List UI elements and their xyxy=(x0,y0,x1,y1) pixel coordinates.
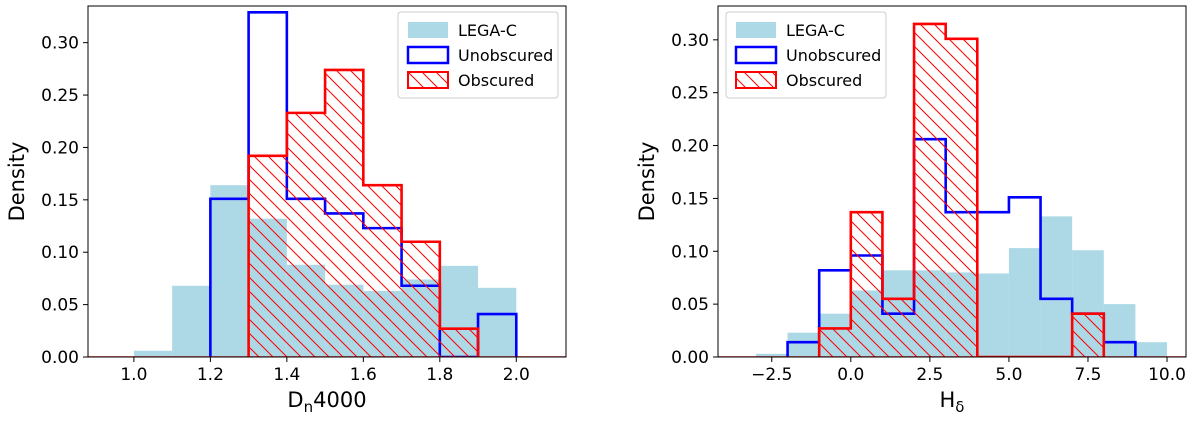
x-tick-label-1-2: 2.5 xyxy=(916,365,943,385)
legend-swatch-unobscured-0 xyxy=(406,45,450,65)
legend-swatch-legac-1 xyxy=(736,22,776,38)
y-tick-label-0-6: 0.30 xyxy=(41,34,79,54)
y-tick-label-0-5: 0.25 xyxy=(41,86,79,106)
y-tick-label-0-1: 0.05 xyxy=(41,296,79,316)
x-tick-label-1-3: 5.0 xyxy=(995,365,1022,385)
y-tick-label-0-3: 0.15 xyxy=(41,191,79,211)
y-tick-label-1-0: 0.00 xyxy=(671,348,709,368)
legac-bar-0-1 xyxy=(133,350,173,357)
plot-area-1 xyxy=(718,22,1186,357)
legend-swatch-unobscured-1 xyxy=(734,45,778,65)
x-axis-label-0: Dn4000 xyxy=(287,388,366,416)
plot-area-0 xyxy=(88,10,566,357)
x-tick-label-0-0: 1.0 xyxy=(120,365,147,385)
x-axis-label-main: H xyxy=(940,388,956,412)
x-tick-label-0-4: 1.8 xyxy=(426,365,453,385)
x-tick-label-1-5: 10.0 xyxy=(1148,365,1186,385)
y-tick-label-1-3: 0.15 xyxy=(671,189,709,209)
x-axis-label-sub: δ xyxy=(955,398,964,416)
y-tick-label-0-2: 0.10 xyxy=(41,243,79,263)
x-tick-label-1-1: 0.0 xyxy=(837,365,864,385)
x-tick-label-1-0: −2.5 xyxy=(751,365,792,385)
y-tick-label-1-5: 0.25 xyxy=(671,84,709,104)
y-axis-label-0: Density xyxy=(5,142,29,222)
x-tick-label-0-2: 1.4 xyxy=(273,365,300,385)
legac-bar-1-13 xyxy=(1135,342,1168,357)
obscured-step-1 xyxy=(817,22,1106,357)
x-axis-label-sub: n xyxy=(304,398,314,416)
y-axis-label-1: Density xyxy=(635,142,659,222)
obscured-step-0 xyxy=(247,68,480,357)
legend-swatch-obscured-1 xyxy=(735,71,777,89)
legac-bar-1-2 xyxy=(787,332,820,357)
legend-label-0-0: LEGA-C xyxy=(458,21,517,40)
legac-bar-1-12 xyxy=(1103,304,1136,357)
x-axis-label-suffix: 4000 xyxy=(313,388,366,412)
y-tick-label-0-4: 0.20 xyxy=(41,138,79,158)
y-tick-label-1-1: 0.05 xyxy=(671,295,709,315)
x-axis-label-1: Hδ xyxy=(940,388,965,416)
legac-bar-1-8 xyxy=(977,273,1009,357)
x-tick-label-0-3: 1.6 xyxy=(350,365,377,385)
obscured-hatch-area-1 xyxy=(819,23,1104,357)
legac-bar-0-3 xyxy=(210,185,249,357)
legend-swatch-legac-0 xyxy=(408,22,448,38)
legac-bar-0-2 xyxy=(172,285,211,357)
x-tick-label-1-4: 7.5 xyxy=(1074,365,1101,385)
y-tick-label-1-6: 0.30 xyxy=(671,31,709,51)
y-tick-label-1-4: 0.20 xyxy=(671,137,709,157)
legac-bar-1-10 xyxy=(1040,216,1073,357)
x-tick-label-0-5: 2.0 xyxy=(503,365,530,385)
legac-bar-1-9 xyxy=(1008,248,1041,357)
legend-label-0-2: Obscured xyxy=(458,71,534,90)
legend-label-0-1: Unobscured xyxy=(458,46,553,65)
x-tick-label-0-1: 1.2 xyxy=(197,365,224,385)
legend-label-1-1: Unobscured xyxy=(786,46,881,65)
axes-frame-1 xyxy=(717,5,1187,358)
legend-swatch-obscured-0 xyxy=(407,71,449,89)
obscured-hatch-area-0 xyxy=(248,69,479,357)
legac-bar-0-10 xyxy=(478,287,517,357)
axes-frame-0 xyxy=(87,5,567,358)
y-tick-label-0-0: 0.00 xyxy=(41,348,79,368)
legac-bar-1-1 xyxy=(755,353,788,357)
legend-label-1-0: LEGA-C xyxy=(786,21,845,40)
legend-label-1-2: Obscured xyxy=(786,71,862,90)
y-tick-label-1-2: 0.10 xyxy=(671,242,709,262)
x-axis-label-main: D xyxy=(287,388,303,412)
